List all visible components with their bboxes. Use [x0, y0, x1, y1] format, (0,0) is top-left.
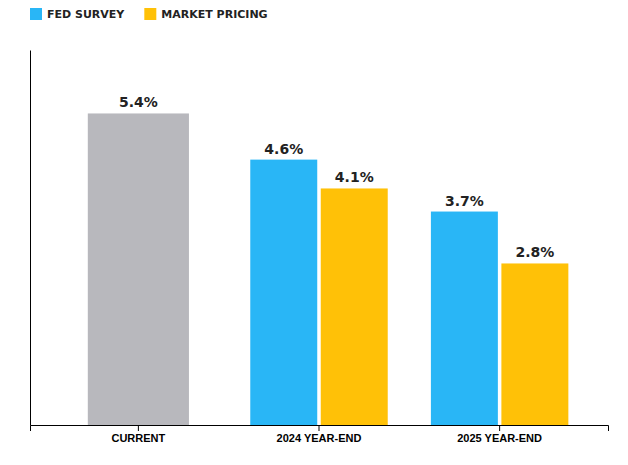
chart: 5.4% 4.6% 4.1% 3.7% 2.8% CURRENT 2024 YEAR-END…: [0, 0, 628, 465]
bar: [88, 113, 189, 425]
legend-label: FED SURVEY: [47, 8, 125, 21]
x-tick-mark: [319, 425, 320, 431]
x-tick-label: 2024 YEAR-END: [277, 432, 362, 444]
x-tick-label: CURRENT: [111, 432, 165, 444]
legend: FED SURVEY MARKET PRICING: [30, 8, 268, 21]
legend-item: MARKET PRICING: [144, 8, 267, 21]
bar: [501, 263, 568, 425]
legend-item: FED SURVEY: [30, 8, 125, 21]
x-axis: CURRENT 2024 YEAR-END 2025 YEAR-END: [31, 425, 609, 444]
bar: [431, 212, 498, 425]
plot: 5.4% 4.6% 4.1% 3.7% 2.8% CURRENT 2024 YEAR-END…: [31, 51, 609, 444]
x-tick: CURRENT: [111, 425, 165, 444]
bar: [250, 160, 317, 425]
data-labels: 5.4% 4.6% 4.1% 3.7% 2.8%: [119, 94, 554, 260]
bars: [88, 113, 569, 425]
x-tick-mark: [499, 425, 500, 431]
data-label: 4.6%: [264, 141, 303, 157]
x-tick: 2024 YEAR-END: [277, 425, 362, 444]
legend-label: MARKET PRICING: [161, 8, 267, 21]
x-tick-label: 2025 YEAR-END: [457, 432, 542, 444]
y-axis-line: [30, 51, 31, 426]
legend-swatch: [30, 8, 42, 20]
bar: [321, 188, 388, 425]
data-label: 3.7%: [445, 193, 484, 209]
legend-swatch: [144, 8, 156, 20]
data-label: 2.8%: [515, 244, 554, 260]
y-axis: [30, 51, 31, 426]
x-axis-line: [31, 426, 609, 432]
data-label: 5.4%: [119, 94, 158, 110]
x-tick-mark: [138, 425, 139, 431]
data-label: 4.1%: [335, 169, 374, 185]
x-tick: 2025 YEAR-END: [457, 425, 542, 444]
